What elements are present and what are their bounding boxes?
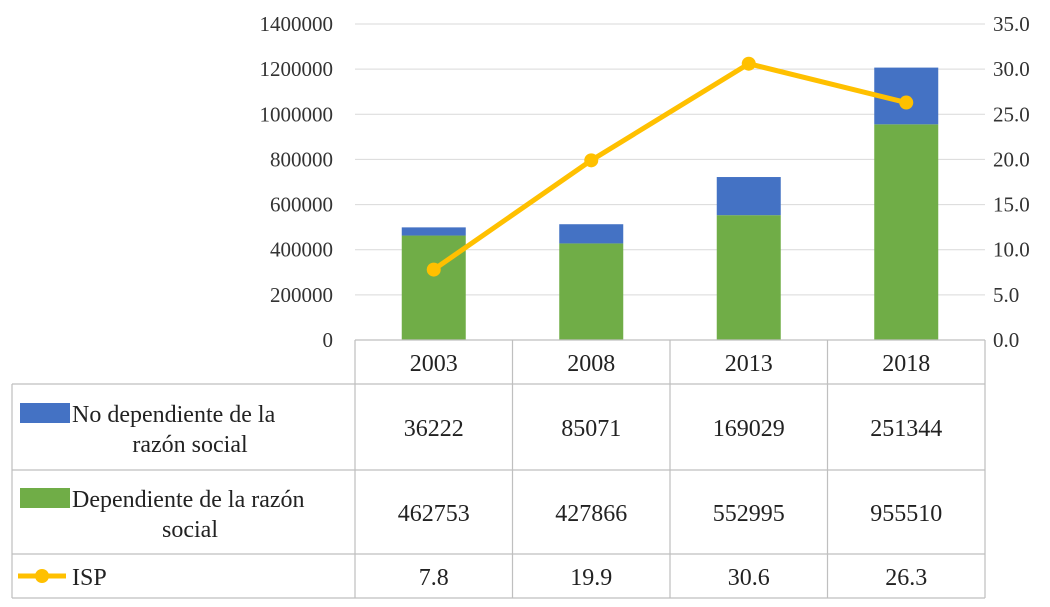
right-tick-label: 35.0 [993,12,1030,36]
table-cell-value: 7.8 [419,565,449,591]
table-cell-value: 955510 [870,501,942,527]
table-cell-value: 169029 [713,416,785,442]
bars [401,67,939,340]
isp-point-2003 [426,262,441,277]
table-cell-value: 36222 [404,416,464,442]
category-label-2003: 2003 [410,351,458,377]
right-tick-label: 15.0 [993,193,1030,217]
isp-point-2008 [584,153,599,168]
isp-point-2018 [899,95,914,110]
category-label-2008: 2008 [567,351,615,377]
left-tick-label: 600000 [270,193,333,217]
table-cell-value: 462753 [398,501,470,527]
bar-dependiente-2013 [716,215,781,340]
legend-label: No dependiente de la razón social [72,402,276,458]
bar-dependiente-2008 [559,243,624,340]
legend-swatch [20,488,70,508]
table-cell-value: 85071 [561,416,621,442]
left-tick-label: 1000000 [260,102,334,126]
right-tick-label: 0.0 [993,328,1019,352]
data-table: 2003 2008 2013 2018 No dependiente de la razó… [11,339,986,599]
isp-line-series [426,56,914,277]
right-tick-label: 5.0 [993,283,1019,307]
legend-label: Dependiente de la razón social [72,487,305,543]
legend-label-isp: ISP [72,565,107,591]
bar-no-dependiente-2013 [716,177,781,216]
left-tick-label: 800000 [270,147,333,171]
isp-line [432,61,907,272]
legend-marker-isp [35,569,49,583]
left-tick-label: 1200000 [260,57,334,81]
table-cell-value: 552995 [713,501,785,527]
table-cell-value: 19.9 [570,565,612,591]
left-tick-label: 1400000 [260,12,334,36]
right-tick-label: 20.0 [993,147,1030,171]
left-tick-label: 0 [323,328,334,352]
bar-dependiente-2018 [874,124,939,340]
bar-no-dependiente-2008 [559,224,624,244]
category-label-2018: 2018 [882,351,930,377]
legend-swatch [20,403,70,423]
isp-point-2013 [741,56,756,71]
table-cell-value: 427866 [555,501,627,527]
table-cell-value: 30.6 [728,565,770,591]
right-tick-label: 25.0 [993,102,1030,126]
right-axis: 0.0 5.0 10.0 15.0 20.0 25.0 30.0 35.0 [993,12,1030,352]
bar-no-dependiente-2003 [401,227,466,236]
left-tick-label: 200000 [270,283,333,307]
table-cell-value: 26.3 [885,565,927,591]
table-cell-value: 251344 [870,416,942,442]
left-tick-label: 400000 [270,238,333,262]
left-axis: 0 200000 400000 600000 800000 1000000 1200000 1… [260,12,334,352]
category-label-2013: 2013 [725,351,773,377]
right-tick-label: 10.0 [993,238,1030,262]
right-tick-label: 30.0 [993,57,1030,81]
